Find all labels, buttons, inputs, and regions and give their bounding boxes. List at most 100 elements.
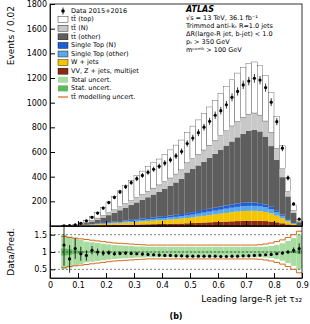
caption: (b) bbox=[169, 312, 182, 321]
histogram-bar bbox=[224, 206, 230, 209]
legend-item: W + jets bbox=[58, 58, 99, 66]
data-point bbox=[286, 176, 289, 179]
histogram-bar bbox=[252, 203, 258, 206]
modelling-uncertainty bbox=[117, 260, 123, 261]
modelling-uncertainty bbox=[184, 245, 190, 246]
tick: 0 bbox=[48, 273, 53, 290]
histogram-bar bbox=[280, 177, 286, 214]
y-axis-title: Data/Pred. bbox=[6, 228, 16, 275]
modelling-uncertainty bbox=[252, 258, 258, 259]
tick bbox=[106, 221, 107, 226]
modelling-uncertainty bbox=[89, 263, 95, 265]
histogram-bar bbox=[291, 213, 297, 223]
histogram-bar bbox=[100, 208, 106, 216]
data-point bbox=[130, 181, 133, 184]
histogram-bar bbox=[173, 145, 179, 174]
modelling-uncertainty bbox=[173, 258, 179, 259]
histogram-bar bbox=[184, 132, 190, 163]
histogram-bar bbox=[140, 221, 146, 224]
histogram-bar bbox=[257, 221, 263, 226]
histogram-bar bbox=[274, 160, 280, 211]
histogram-bar bbox=[229, 208, 235, 212]
histogram-bar bbox=[268, 209, 274, 213]
histogram-bar bbox=[145, 197, 151, 218]
histogram-bar bbox=[263, 137, 269, 205]
histogram-bar bbox=[201, 162, 207, 210]
histogram-bar bbox=[263, 207, 269, 212]
histogram-bar bbox=[184, 163, 190, 173]
data-point bbox=[102, 207, 105, 210]
histogram-bar bbox=[117, 210, 123, 221]
ratio-point bbox=[186, 255, 189, 258]
tick-mark bbox=[190, 273, 191, 278]
modelling-uncertainty bbox=[95, 240, 101, 242]
ratio-point bbox=[152, 253, 155, 256]
histogram-bar bbox=[140, 200, 146, 219]
ratio-point bbox=[90, 249, 93, 252]
tick-label: 1400 bbox=[27, 49, 47, 58]
histogram-bar bbox=[280, 146, 286, 169]
histogram-bar bbox=[229, 204, 235, 207]
tick: 1.5 bbox=[34, 231, 55, 240]
legend-label: tt̄ (top) bbox=[71, 15, 94, 23]
legend-label: tt̄ modelling uncert. bbox=[71, 93, 135, 101]
histogram-bar bbox=[190, 212, 196, 214]
ratio-point bbox=[219, 255, 222, 258]
data-point bbox=[85, 219, 88, 222]
tick: 600 bbox=[32, 148, 55, 157]
tick: 0.2 bbox=[100, 273, 113, 290]
tick-label: 1.5 bbox=[34, 231, 47, 240]
data-point bbox=[174, 154, 177, 157]
histogram-bar bbox=[173, 215, 179, 217]
histogram-bar bbox=[274, 210, 280, 212]
tick-label: 0.4 bbox=[156, 281, 169, 290]
modelling-uncertainty bbox=[162, 258, 168, 259]
ratio-point bbox=[270, 253, 273, 256]
legend: Data 2015+2016tt̄ (top)tt̄ (N)tt̄ (other… bbox=[58, 7, 139, 101]
data-point bbox=[141, 174, 144, 177]
modelling-uncertainty bbox=[296, 231, 302, 232]
tick-label: 0.8 bbox=[268, 281, 281, 290]
histogram-bar bbox=[246, 206, 252, 211]
data-point bbox=[214, 114, 217, 117]
tick-mark bbox=[190, 221, 191, 226]
histogram-bar bbox=[229, 212, 235, 221]
modelling-uncertainty bbox=[190, 245, 196, 246]
tick-label: 600 bbox=[32, 148, 47, 157]
tick: 400 bbox=[32, 173, 55, 182]
histogram-bar bbox=[224, 131, 230, 146]
histogram-bar bbox=[190, 215, 196, 218]
modelling-uncertainty bbox=[140, 258, 146, 259]
histogram-bar bbox=[246, 221, 252, 226]
histogram-bar bbox=[218, 222, 224, 226]
ratio-point bbox=[141, 252, 144, 255]
histogram-bar bbox=[145, 221, 151, 224]
axis: 20040060080010001200140016001800 bbox=[27, 0, 55, 226]
tick: 0.9 bbox=[296, 273, 309, 290]
histogram-bar bbox=[112, 196, 118, 209]
histogram-bar bbox=[95, 224, 101, 226]
histogram-bar bbox=[212, 222, 218, 226]
histogram-bar bbox=[179, 216, 185, 218]
legend-swatch bbox=[58, 25, 68, 31]
histogram-bar bbox=[145, 218, 151, 219]
histogram-bar bbox=[100, 217, 106, 222]
modelling-uncertainty bbox=[173, 245, 179, 246]
histogram-bar bbox=[196, 165, 202, 211]
histogram-bar bbox=[218, 214, 224, 222]
histogram-bar bbox=[207, 209, 213, 212]
ratio-point bbox=[135, 252, 138, 255]
histogram-bar bbox=[201, 213, 207, 216]
data-point bbox=[191, 136, 194, 139]
modelling-uncertainty bbox=[100, 261, 106, 263]
legend-label: Total uncert. bbox=[70, 76, 111, 84]
modelling-uncertainty bbox=[145, 258, 151, 259]
histogram-bar bbox=[128, 180, 134, 200]
modelling-uncertainty bbox=[212, 258, 218, 259]
histogram-bar bbox=[257, 131, 263, 203]
histogram-bar bbox=[246, 211, 252, 221]
histogram-bar bbox=[151, 188, 157, 194]
histogram-bar bbox=[145, 219, 151, 221]
tick bbox=[218, 221, 219, 226]
grid-line bbox=[50, 252, 302, 253]
